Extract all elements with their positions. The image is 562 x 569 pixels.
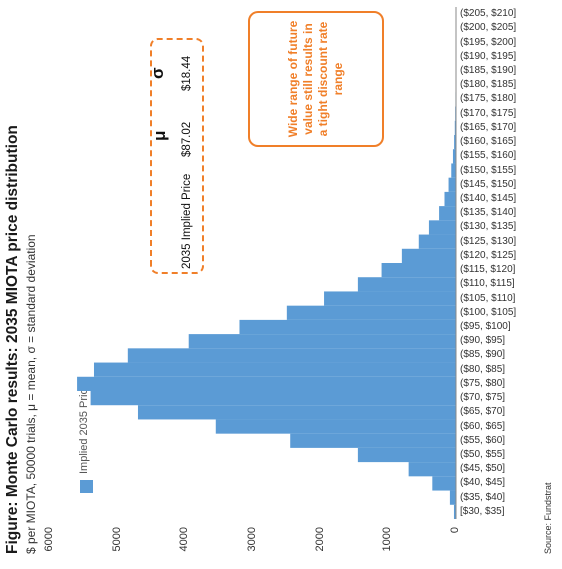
x-tick-label: ($175, $180] xyxy=(460,93,517,105)
x-tick-label: ($195, $200] xyxy=(460,36,517,48)
histogram-bar xyxy=(408,462,456,477)
x-tick-label: ($100, $105] xyxy=(460,306,517,318)
histogram-bar xyxy=(453,504,457,519)
x-tick-label: ($60, $65] xyxy=(460,420,506,432)
annotation-callout: Wide range of future value still results… xyxy=(248,11,384,147)
histogram-bar xyxy=(239,319,456,335)
x-tick-label: ($75, $80] xyxy=(460,377,506,389)
x-tick-label: ($150, $155] xyxy=(460,164,517,176)
x-tick-label: ($85, $90] xyxy=(460,349,506,361)
histogram-bar xyxy=(439,206,457,221)
x-tick-label: ($110, $115] xyxy=(460,278,515,290)
x-tick-label: ($80, $85] xyxy=(460,363,506,375)
histogram-bar xyxy=(452,149,456,164)
x-tick-label: ($165, $170] xyxy=(460,121,517,133)
x-tick-label: ($190, $195] xyxy=(460,50,517,62)
y-tick-label: 2000 xyxy=(313,527,326,552)
x-tick-label: ($205, $210] xyxy=(460,8,517,20)
x-tick-label: ($65, $70] xyxy=(460,406,506,418)
x-tick-label: ($105, $110] xyxy=(460,292,516,304)
mean-value: $87.02 xyxy=(181,121,193,157)
x-tick-label: ($180, $185] xyxy=(460,79,517,91)
x-tick-label: ($40, $45] xyxy=(460,477,506,489)
mean-symbol: μ xyxy=(150,130,169,141)
x-tick-label: ($200, $205] xyxy=(460,22,517,34)
histogram-bar xyxy=(357,277,456,292)
y-tick-label: 5000 xyxy=(110,527,123,552)
histogram-bar xyxy=(93,362,456,377)
histogram-bar xyxy=(401,248,457,263)
x-tick-label: ($185, $190] xyxy=(460,65,517,76)
histogram-bar xyxy=(137,405,456,420)
stats-row-label: 2035 Implied Price xyxy=(181,173,193,269)
x-tick-label: ($125, $130] xyxy=(460,235,517,247)
x-tick-label: ($130, $135] xyxy=(460,221,517,233)
x-tick-label: ($155, $160] xyxy=(460,150,517,162)
histogram-bar xyxy=(448,177,457,192)
histogram-bar xyxy=(432,476,457,491)
source-note: Source: Fundstrat xyxy=(543,482,553,554)
histogram-bar xyxy=(428,220,456,235)
histogram-bar xyxy=(449,490,457,505)
y-tick-label: 0 xyxy=(449,527,461,534)
histogram-bar xyxy=(215,419,456,434)
histogram-bar xyxy=(77,376,456,391)
histogram-bar xyxy=(127,348,456,363)
histogram-bar xyxy=(90,391,456,406)
x-tick-label: ($35, $40] xyxy=(460,491,506,503)
x-tick-label: ($70, $75] xyxy=(460,392,506,404)
histogram-bar xyxy=(381,263,457,278)
sigma-symbol: σ xyxy=(148,67,167,79)
x-tick-label: [$30, $35] xyxy=(460,505,505,517)
x-tick-label: ($160, $165] xyxy=(460,136,517,148)
histogram-bar xyxy=(286,305,457,320)
y-tick-label: 6000 xyxy=(43,527,55,552)
histogram-bar xyxy=(324,291,456,306)
histogram-bar xyxy=(444,191,457,207)
histogram-bar xyxy=(290,433,457,448)
sigma-value: $18.44 xyxy=(181,55,193,91)
x-tick-label: ($140, $145] xyxy=(460,193,517,204)
x-tick-label: ($55, $60] xyxy=(460,434,506,446)
x-tick-label: ($120, $125] xyxy=(460,249,517,261)
x-tick-label: ($90, $95] xyxy=(460,335,506,347)
x-tick-label: ($135, $140] xyxy=(460,207,517,219)
x-tick-label: ($115, $120] xyxy=(460,264,516,276)
x-tick-label: ($50, $55] xyxy=(460,449,506,460)
y-tick-label: 3000 xyxy=(246,527,258,552)
y-tick-label: 1000 xyxy=(381,527,394,552)
histogram-bar xyxy=(451,163,457,178)
x-tick-label: ($95, $100] xyxy=(460,321,511,332)
histogram-bar xyxy=(188,334,456,349)
x-tick-label: ($45, $50] xyxy=(460,463,506,475)
x-tick-label: ($145, $150] xyxy=(460,178,517,190)
histogram-bar xyxy=(418,234,456,249)
y-tick-label: 4000 xyxy=(178,527,191,552)
x-tick-label: ($170, $175] xyxy=(460,107,517,119)
histogram-bar xyxy=(357,447,456,463)
